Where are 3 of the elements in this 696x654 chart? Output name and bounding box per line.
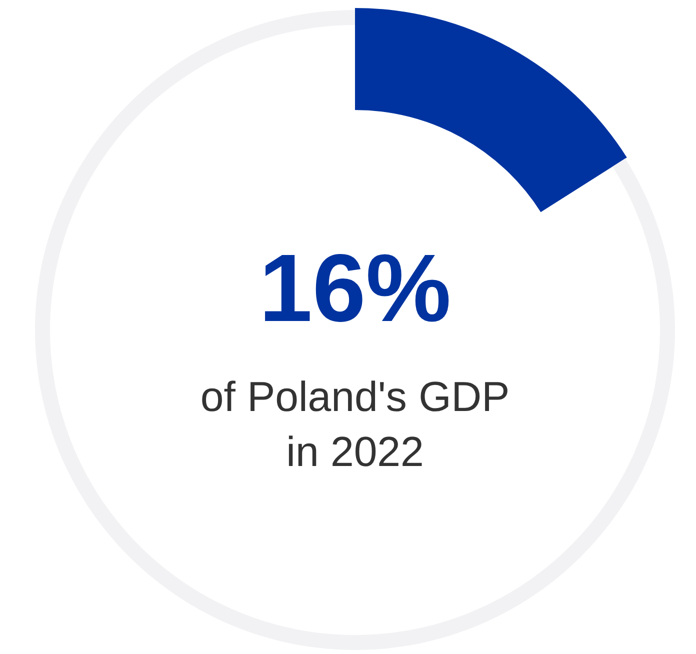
data-label: 16% — [258, 235, 452, 342]
text: of Poland's GDP — [200, 373, 510, 420]
text: in 2022 — [286, 428, 424, 475]
